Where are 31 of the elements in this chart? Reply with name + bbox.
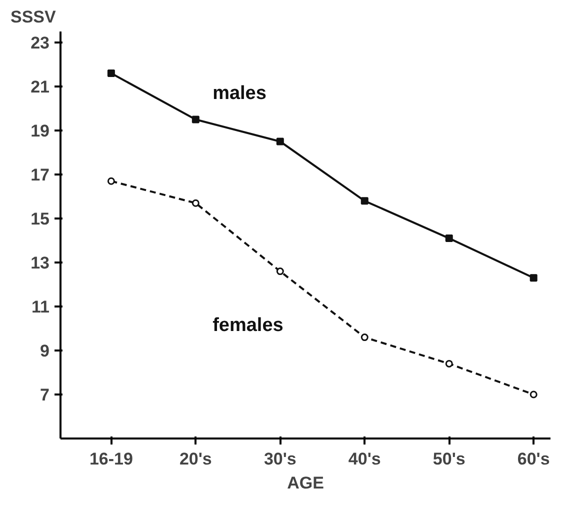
y-tick-label: 13: [30, 254, 50, 272]
point: [192, 199, 200, 207]
point: [445, 234, 453, 242]
point: [192, 116, 200, 124]
x-tick-label: 16-19: [89, 450, 133, 468]
y-tick-label: 19: [30, 122, 50, 140]
y-tick-label: 11: [32, 298, 50, 316]
y-tick-label: 17: [30, 166, 50, 184]
series-label: females: [212, 315, 284, 336]
x-tick-label: 50's: [432, 450, 466, 468]
point: [107, 177, 115, 185]
x-tick-label: 40's: [348, 450, 381, 468]
point: [445, 360, 453, 368]
y-tick-label: 15: [30, 210, 50, 228]
x-tick-label: 30's: [264, 450, 296, 468]
x-tick-label: 20's: [179, 450, 212, 468]
y-axis-title: SSSV: [10, 8, 57, 26]
y-tick-label: 21: [30, 78, 50, 96]
point: [360, 334, 368, 342]
x-tick-label: 60's: [517, 450, 550, 468]
point: [360, 197, 368, 205]
y-tick-label: 23: [30, 34, 50, 52]
point: [530, 390, 538, 398]
point: [530, 274, 538, 282]
point: [107, 70, 115, 78]
point: [276, 268, 284, 276]
series-label: males: [212, 83, 266, 104]
x-axis-title: AGE: [287, 474, 324, 492]
y-tick-label: 9: [40, 342, 50, 360]
y-tick-label: 7: [40, 386, 50, 404]
point: [276, 138, 284, 146]
